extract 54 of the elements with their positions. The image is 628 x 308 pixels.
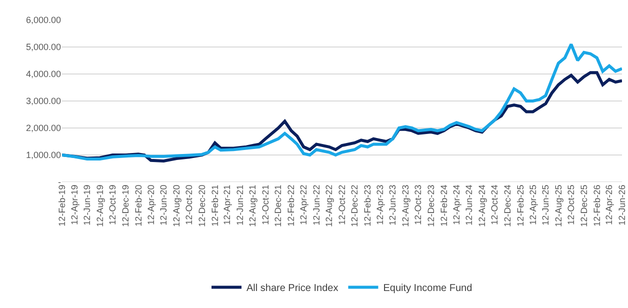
x-tick-label: 12-Jun-25 xyxy=(540,184,551,226)
x-tick-label: 12-Oct-21 xyxy=(260,184,270,225)
x-tick-label: 12-Apr-21 xyxy=(222,184,232,225)
x-tick-label: 12-Dec-22 xyxy=(350,184,360,227)
x-tick-label: 12-Oct-23 xyxy=(413,184,424,225)
x-tick-label: 12-Oct-22 xyxy=(336,184,347,225)
line-series xyxy=(62,42,622,161)
x-tick-label: 12-Jun-26 xyxy=(616,184,627,226)
x-tick-label: 12-Aug-24 xyxy=(476,184,487,227)
x-tick-label: 12-Aug-22 xyxy=(324,184,334,227)
x-tick-label: 12-Jun-20 xyxy=(158,184,169,226)
x-tick-label: 12-Dec-19 xyxy=(120,184,130,227)
y-tick-label: 6,000.00 xyxy=(26,15,61,26)
x-tick-label: 12-Aug-23 xyxy=(400,184,410,227)
x-tick-label: 12-Dec-20 xyxy=(196,184,207,227)
x-tick-label: 12-Feb-23 xyxy=(362,184,373,226)
x-tick-label: 12-Apr-25 xyxy=(528,184,538,225)
x-tick-label: 12-Jun-22 xyxy=(311,184,322,226)
x-tick-label: 12-Aug-19 xyxy=(94,184,105,227)
x-tick-label: 12-Jun-23 xyxy=(388,184,398,226)
x-tick-label: 12-Feb-26 xyxy=(592,184,602,226)
x-tick-label: 12-Jun-24 xyxy=(464,184,474,226)
x-tick-label: 12-Aug-21 xyxy=(248,184,258,227)
y-tick-label: 1,000.00 xyxy=(26,150,61,160)
x-tick-label: 12-Dec-24 xyxy=(502,184,512,227)
x-tick-label: 12-Jun-19 xyxy=(82,184,92,226)
x-tick-label: 12-Apr-22 xyxy=(298,184,309,225)
x-tick-label: 12-Aug-20 xyxy=(171,184,182,227)
x-tick-label: 12-Feb-20 xyxy=(133,184,144,226)
x-tick-label: 12-Apr-23 xyxy=(374,184,385,225)
y-tick-label: 3,000.00 xyxy=(26,96,61,106)
legend-label: All share Price Index xyxy=(246,283,338,294)
x-tick-label: 12-Aug-25 xyxy=(553,184,564,227)
y-tick-label: 4,000.00 xyxy=(26,69,61,80)
y-tick-label: 2,000.00 xyxy=(26,123,61,134)
x-tick-label: 12-Feb-25 xyxy=(515,184,526,226)
x-tick-label: 12-Dec-21 xyxy=(273,184,284,227)
y-tick-label: 5,000.00 xyxy=(26,42,61,52)
x-tick-label: 12-Apr-19 xyxy=(69,184,80,225)
x-tick-label: 12-Dec-23 xyxy=(426,184,436,227)
x-tick-label: 12-Feb-21 xyxy=(210,184,220,226)
x-tick-label: 12-Apr-24 xyxy=(451,184,462,225)
x-tick-label: 12-Oct-24 xyxy=(490,184,500,225)
x-tick-label: 12-Apr-20 xyxy=(146,184,156,225)
x-tick-label: 12-Oct-19 xyxy=(108,184,118,225)
x-tick-label: 12-Jun-21 xyxy=(234,184,245,226)
x-tick-label: 12-Apr-26 xyxy=(604,184,614,225)
x-tick-label: 12-Dec-25 xyxy=(578,184,589,227)
x-tick-label: 12-Oct-25 xyxy=(566,184,576,225)
x-tick-label: 12-Feb-24 xyxy=(438,184,449,226)
x-tick-label: 12-Oct-20 xyxy=(184,184,194,225)
legend-label: Equity Income Fund xyxy=(383,283,472,294)
x-tick-label: 12-Feb-19 xyxy=(56,184,67,226)
x-tick-label: 12-Feb-22 xyxy=(286,184,296,226)
